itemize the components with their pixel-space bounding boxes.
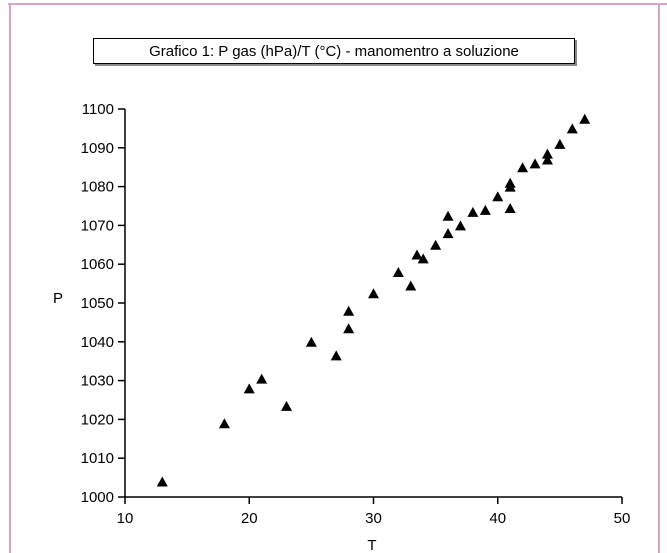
x-tick-label: 30	[365, 510, 382, 527]
data-point-triangle	[156, 476, 168, 487]
y-tick-label: 1020	[81, 411, 114, 428]
data-point-triangle	[529, 158, 541, 169]
data-point-triangle	[442, 210, 454, 221]
data-point-triangle	[343, 305, 355, 316]
chart-title: Grafico 1: P gas (hPa)/T (°C) - manoment…	[93, 38, 575, 64]
data-point-triangle	[479, 204, 491, 215]
x-tick-label: 40	[489, 510, 506, 527]
data-point-triangle	[504, 177, 516, 188]
data-point-triangle	[405, 280, 417, 291]
data-point-triangle	[579, 113, 591, 124]
data-point-triangle	[541, 154, 553, 165]
data-point-triangle	[343, 323, 355, 334]
x-axis-label: T	[367, 537, 376, 553]
data-point-triangle	[281, 400, 293, 411]
data-point-triangle	[330, 350, 342, 361]
y-tick-label: 1040	[81, 334, 114, 351]
y-tick-label: 1030	[81, 373, 114, 390]
data-point-triangle	[467, 206, 479, 217]
ticks: 1000101010201030104010501060107010801090…	[81, 101, 631, 527]
data-point-triangle	[305, 336, 317, 347]
data-point-triangle	[442, 228, 454, 239]
data-point-triangle	[554, 138, 566, 149]
y-axis-label: P	[53, 290, 63, 307]
data-point-triangle	[392, 266, 404, 277]
axes	[124, 109, 622, 498]
y-tick-label: 1060	[81, 256, 114, 273]
data-point-triangle	[218, 418, 230, 429]
y-tick-label: 1010	[81, 450, 114, 467]
data-point-triangle	[566, 123, 578, 134]
x-tick-label: 50	[614, 510, 631, 527]
data-point-triangle	[492, 191, 504, 202]
y-tick-label: 1000	[81, 489, 114, 506]
data-point-triangle	[411, 249, 423, 260]
y-tick-label: 1050	[81, 295, 114, 312]
data-point-triangle	[454, 220, 466, 231]
data-point-triangle	[417, 253, 429, 264]
data-points	[156, 113, 591, 487]
data-point-triangle	[517, 162, 529, 173]
data-point-triangle	[504, 202, 516, 213]
y-tick-label: 1090	[81, 140, 114, 157]
y-tick-label: 1080	[81, 179, 114, 196]
data-point-triangle	[256, 373, 268, 384]
data-point-triangle	[541, 148, 553, 159]
data-point-triangle	[430, 239, 442, 250]
y-tick-label: 1100	[82, 101, 114, 118]
data-point-triangle	[368, 288, 379, 299]
x-tick-label: 20	[241, 510, 258, 527]
data-point-triangle	[243, 383, 255, 394]
y-tick-label: 1070	[81, 217, 114, 234]
x-tick-label: 10	[117, 510, 134, 527]
